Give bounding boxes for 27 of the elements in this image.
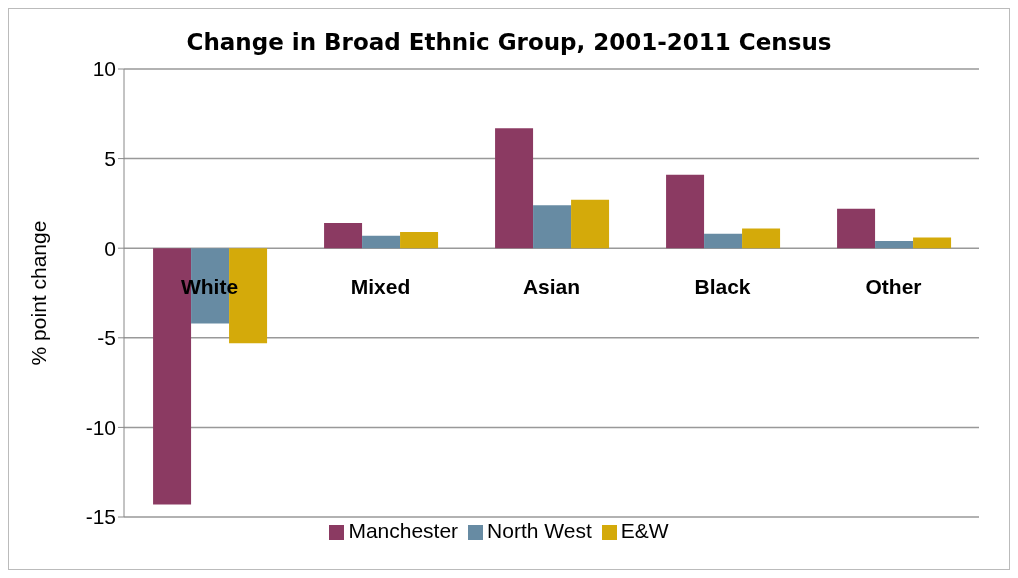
- y-tick-label: 0: [104, 236, 116, 260]
- legend-label: E&W: [620, 519, 669, 542]
- bar: [837, 208, 876, 249]
- legend-label: Manchester: [348, 519, 459, 542]
- bar: [362, 235, 401, 249]
- x-tick-label: Asian: [522, 275, 581, 299]
- y-tick-label: 10: [92, 57, 116, 81]
- bar: [400, 232, 439, 249]
- y-tick-label: -15: [85, 505, 116, 529]
- bar: [875, 241, 914, 249]
- x-tick-label: Black: [694, 275, 751, 299]
- chart-title: Change in Broad Ethnic Group, 2001-2011 Census: [185, 29, 833, 55]
- legend-label: North West: [487, 519, 592, 542]
- y-axis-title: % point change: [27, 220, 51, 366]
- bar: [495, 128, 534, 249]
- bar: [704, 233, 743, 249]
- y-tick-label: -5: [97, 326, 116, 350]
- x-tick-label: Other: [865, 275, 922, 299]
- bar: [666, 174, 705, 249]
- bar: [533, 205, 572, 249]
- x-tick-label: Mixed: [350, 275, 411, 299]
- bar: [742, 228, 781, 249]
- y-tick-label: 5: [104, 147, 116, 171]
- bar: [913, 237, 952, 249]
- bar: [324, 223, 363, 249]
- bar: [571, 199, 610, 249]
- y-tick-label: -10: [85, 415, 116, 439]
